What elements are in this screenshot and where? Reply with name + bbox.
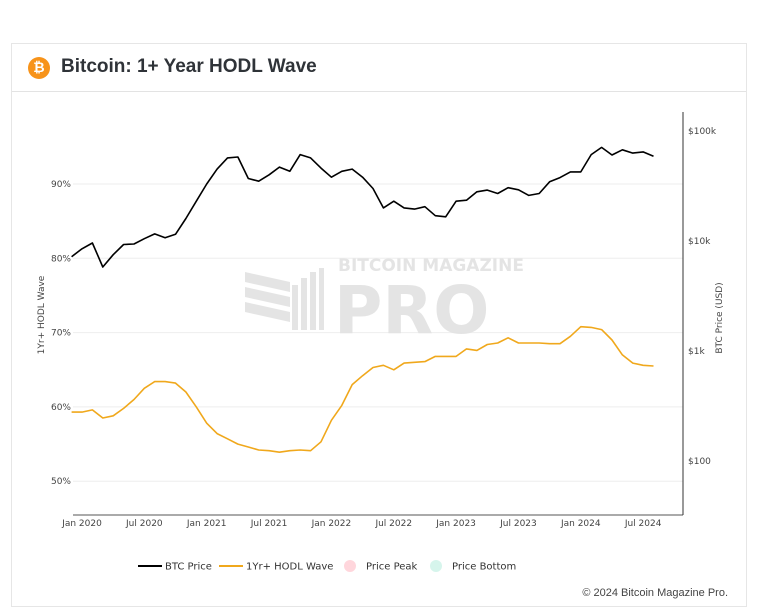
x-tick-label: Jul 2021 [250, 519, 288, 529]
axes: 50% 60% 70% 80% 90% $100 $1k $10k $100k Jan 2020 J… [51, 112, 717, 529]
watermark-pro: PRO [334, 272, 489, 349]
watermark-logo-bar [310, 272, 316, 330]
gridlines [73, 183, 683, 482]
x-tick-label: Jul 2023 [499, 519, 537, 529]
chart-card: ₿ Bitcoin: 1+ Year HODL Wave [11, 43, 747, 607]
watermark-logo-stripe [245, 302, 290, 322]
watermark-logo-bar [319, 268, 324, 330]
x-tick-label: Jan 2023 [435, 519, 476, 529]
chart-header: ₿ Bitcoin: 1+ Year HODL Wave [12, 44, 746, 92]
y-left-tick-label: 50% [51, 477, 71, 487]
legend-price-bottom[interactable]: Price Bottom [430, 560, 516, 573]
y-axis-right-title: BTC Price (USD) [715, 282, 725, 353]
legend-price-peak[interactable]: Price Peak [344, 560, 418, 573]
legend-label: BTC Price [165, 562, 212, 573]
copyright: © 2024 Bitcoin Magazine Pro. [582, 587, 728, 599]
watermark-logo-bar [301, 278, 307, 330]
legend-label: Price Peak [366, 562, 418, 573]
watermark: BITCOIN MAGAZINE PRO [245, 256, 524, 349]
watermark-logo-stripe [245, 272, 290, 292]
legend-swatch [430, 560, 442, 572]
x-tick-label: Jan 2020 [61, 519, 102, 529]
y-left-tick-label: 60% [51, 403, 71, 413]
legend: BTC Price 1Yr+ HODL Wave Price Peak Price B… [138, 560, 516, 573]
series-lines [71, 146, 654, 453]
x-tick-label: Jul 2024 [624, 519, 662, 529]
page-title: Bitcoin: 1+ Year HODL Wave [61, 56, 317, 77]
legend-label: Price Bottom [452, 562, 516, 573]
x-tick-label: Jan 2024 [560, 519, 601, 529]
y-axis-left-title: 1Yr+ HODL Wave [37, 275, 47, 354]
y-right-tick-label: $100k [688, 127, 717, 137]
legend-hodl-wave[interactable]: 1Yr+ HODL Wave [219, 562, 333, 573]
legend-btc-price[interactable]: BTC Price [138, 562, 212, 573]
y-right-tick-label: $100 [688, 457, 711, 467]
x-tick-label: Jan 2022 [311, 519, 352, 529]
legend-swatch [344, 560, 356, 572]
btc-price-line [71, 146, 654, 268]
hodl-wave-line [71, 325, 654, 453]
y-right-tick-label: $1k [688, 347, 705, 357]
legend-label: 1Yr+ HODL Wave [246, 562, 333, 573]
x-tick-label: Jul 2020 [125, 519, 163, 529]
y-left-tick-label: 80% [51, 254, 71, 264]
watermark-logo-bar [292, 285, 298, 330]
y-left-tick-label: 90% [51, 180, 71, 190]
x-tick-label: Jan 2021 [186, 519, 227, 529]
y-left-tick-label: 70% [51, 329, 71, 339]
watermark-text: BITCOIN MAGAZINE [338, 256, 524, 276]
bitcoin-icon: ₿ [28, 57, 50, 79]
x-tick-label: Jul 2022 [374, 519, 412, 529]
y-right-tick-label: $10k [688, 237, 711, 247]
watermark-logo-stripe [245, 287, 290, 307]
